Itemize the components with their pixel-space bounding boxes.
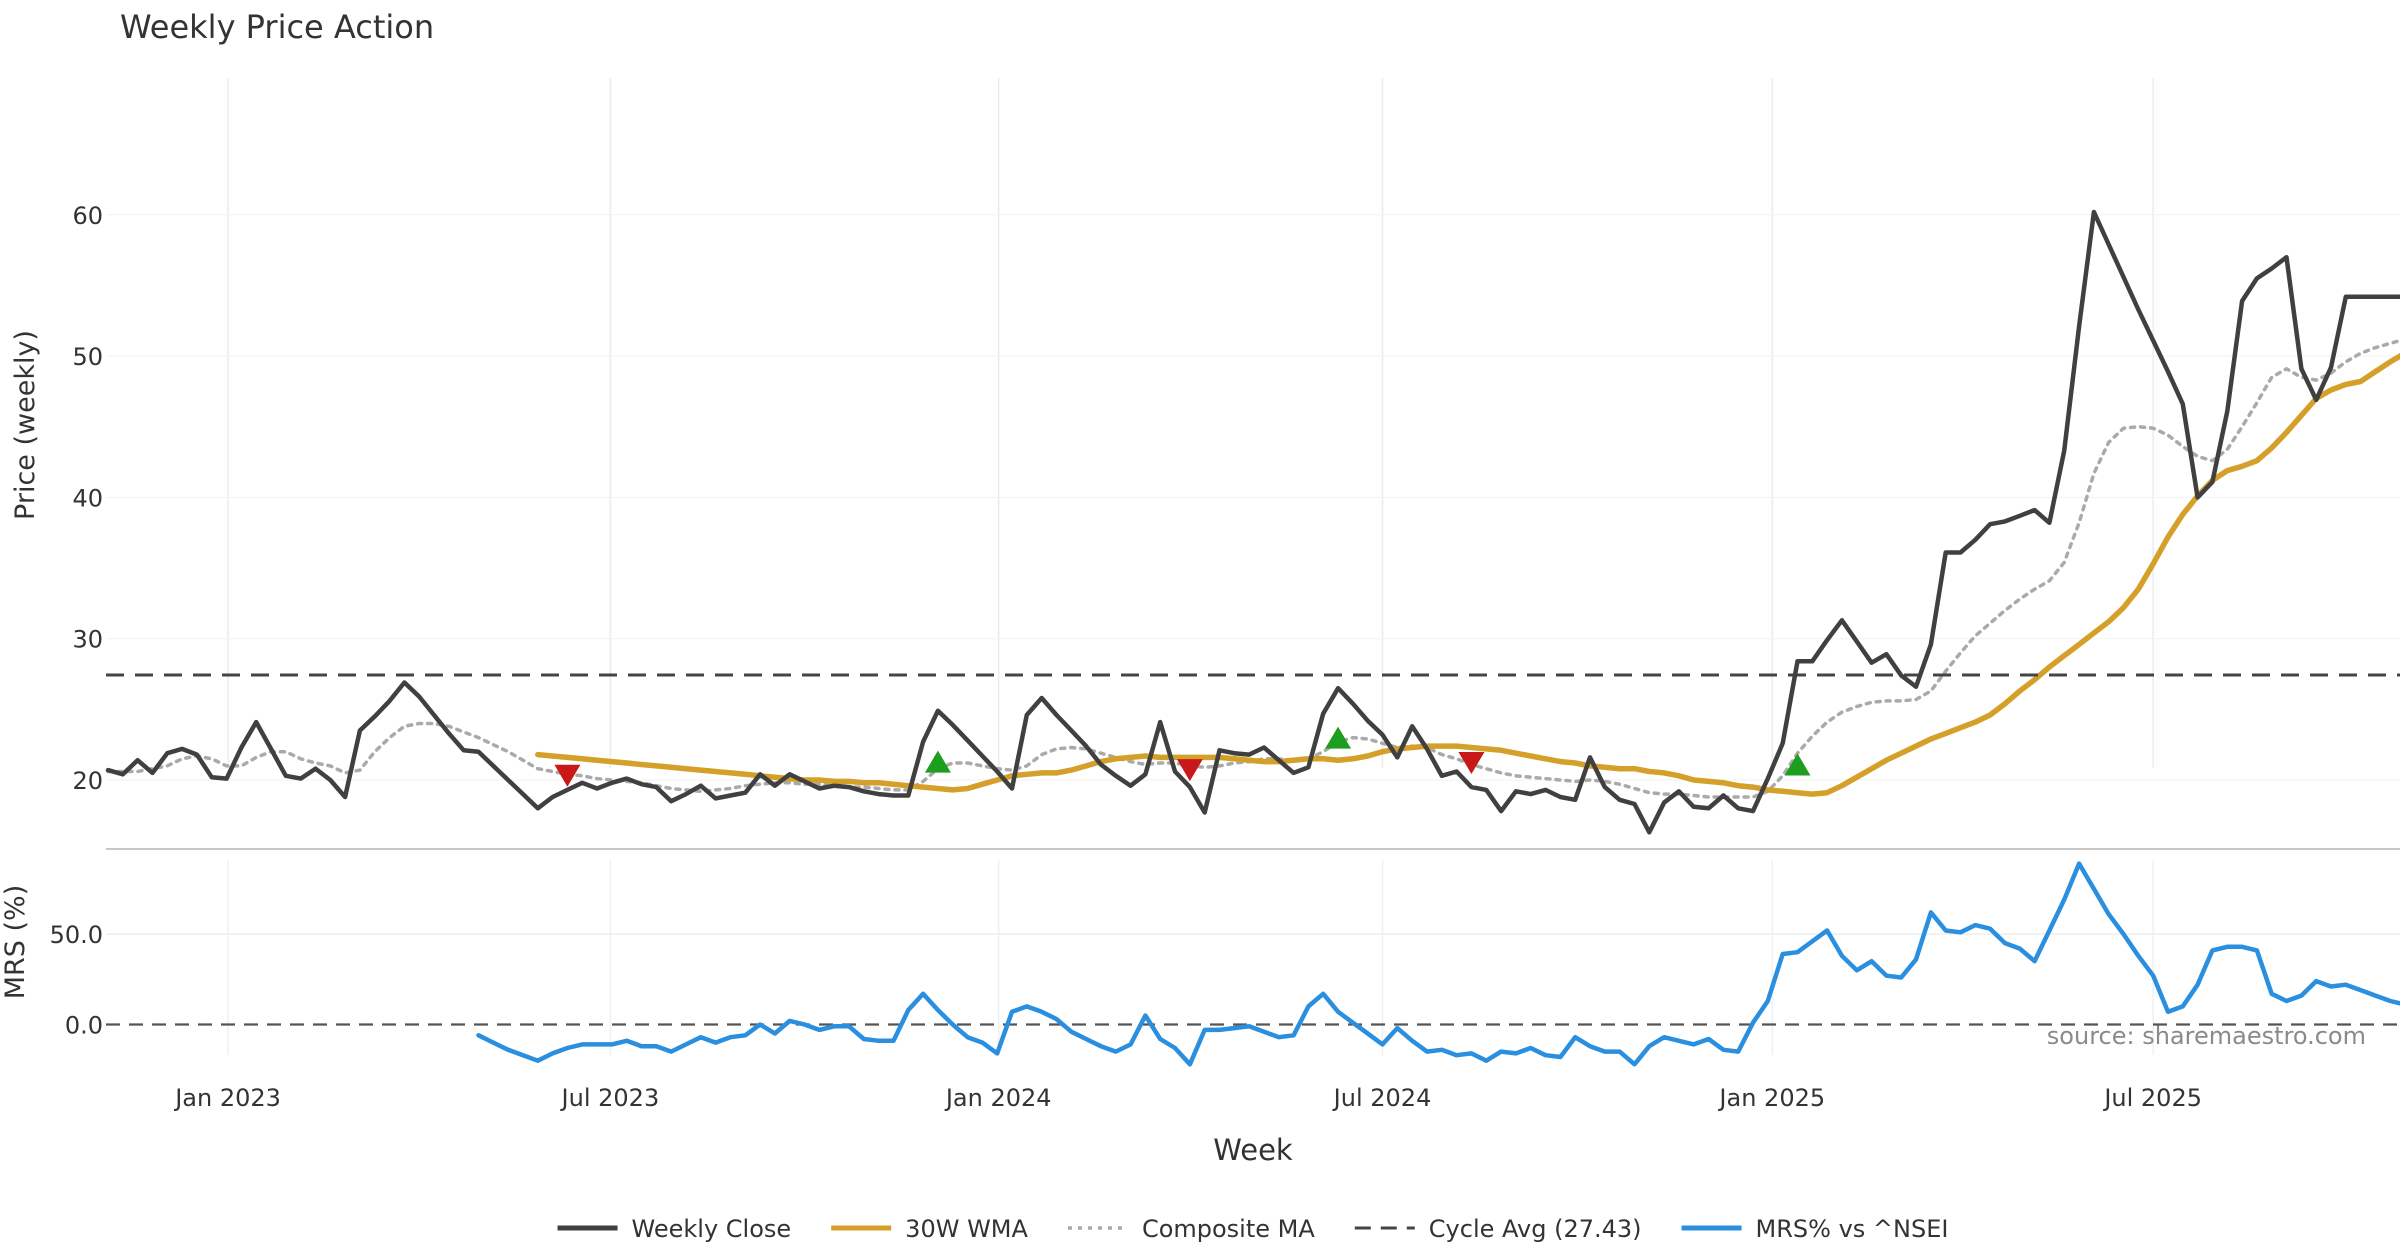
price-series-group <box>105 209 2400 835</box>
sell-signal-marker-0 <box>554 764 581 787</box>
x-tick-jan-2025: Jan 2025 <box>1717 1084 1825 1112</box>
sell-signal-marker-4 <box>1458 752 1485 775</box>
legend-label-composite-ma: Composite MA <box>1142 1215 1315 1243</box>
mrs-y-axis-label: MRS (%) <box>0 885 31 1000</box>
legend-label-weekly-close: Weekly Close <box>632 1215 792 1243</box>
series-weekly-close <box>105 209 2400 835</box>
price-y-tick-40: 40 <box>72 484 103 512</box>
mrs-gridlines <box>106 860 2400 1055</box>
price-gridlines <box>106 78 2400 781</box>
price-y-tick-20: 20 <box>72 767 103 795</box>
legend: Weekly Close 30W WMA Composite MA Cycle Avg… <box>557 1215 1949 1243</box>
price-y-axis-label: Price (weekly) <box>10 330 41 520</box>
buy-signal-marker-3 <box>1325 726 1352 749</box>
series-30w-wma <box>535 353 2400 797</box>
x-axis-ticks: Jan 2023 Jul 2023 Jan 2024 Jul 2024 Jan 2025… <box>173 1084 2202 1112</box>
mrs-series-group <box>476 861 2400 1067</box>
x-tick-jul-2024: Jul 2024 <box>1332 1084 1432 1112</box>
signal-markers <box>554 726 1811 787</box>
x-axis-label: Week <box>1213 1133 1293 1167</box>
series-composite-ma <box>106 338 2400 799</box>
buy-signal-marker-5 <box>1784 753 1811 776</box>
mrs-y-tick-1: 50.0 <box>50 921 103 949</box>
x-tick-jul-2025: Jul 2025 <box>2102 1084 2202 1112</box>
x-tick-jan-2024: Jan 2024 <box>944 1084 1052 1112</box>
price-y-tick-60: 60 <box>72 202 103 230</box>
mrs-y-ticks: 0.0 50.0 <box>50 921 103 1039</box>
legend-label-30w-wma: 30W WMA <box>905 1215 1028 1243</box>
x-tick-jul-2023: Jul 2023 <box>560 1084 660 1112</box>
legend-label-mrs-vs-nsei: MRS% vs ^NSEI <box>1756 1215 1949 1243</box>
legend-label-cycle-avg-27-43: Cycle Avg (27.43) <box>1429 1215 1642 1243</box>
x-tick-jan-2023: Jan 2023 <box>173 1084 281 1112</box>
price-y-tick-30: 30 <box>72 626 103 654</box>
series-mrs-vs-nsei <box>476 861 2400 1067</box>
price-y-ticks: 20 30 40 50 60 <box>72 202 103 795</box>
mrs-y-tick-0: 0.0 <box>65 1012 103 1040</box>
buy-signal-marker-1 <box>924 750 951 773</box>
source-note: source: sharemaestro.com <box>2047 1022 2366 1050</box>
chart-title: Weekly Price Action <box>120 8 434 46</box>
sell-signal-marker-2 <box>1176 759 1203 782</box>
price-y-tick-50: 50 <box>72 343 103 371</box>
